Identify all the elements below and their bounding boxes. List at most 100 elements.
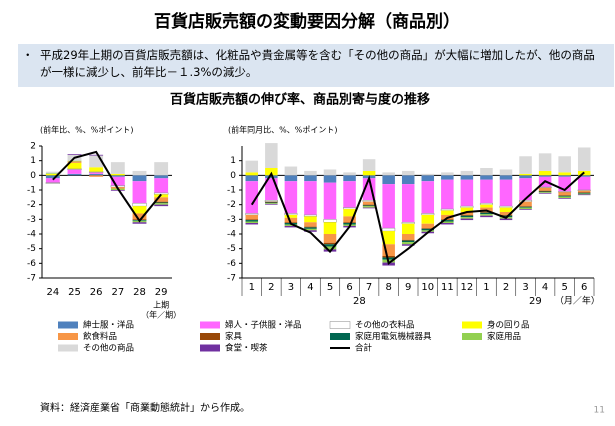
bar-segment — [304, 170, 317, 176]
x-tick-label: 6 — [581, 282, 587, 293]
legend-label: その他の衣料品 — [355, 320, 415, 331]
bar-segment — [362, 205, 376, 207]
y-tick-label: -5 — [227, 244, 236, 254]
x-tick-label: 5 — [327, 282, 333, 293]
bar-segment — [67, 169, 82, 174]
y-tick-label: -5 — [27, 244, 36, 254]
x-tick-label: 25 — [68, 287, 81, 298]
legend-label: 婦人・子供服・洋品 — [225, 320, 302, 331]
bar-segment — [460, 175, 474, 180]
bar-segment — [362, 200, 376, 202]
x-tick-label: 12 — [461, 282, 474, 293]
bar-segment — [45, 175, 60, 179]
y-tick-label: -2 — [27, 200, 36, 210]
bar-segment — [153, 192, 169, 195]
bar-segment — [245, 172, 259, 176]
x-tick-label: 5 — [561, 282, 567, 293]
year-label: 29 — [529, 296, 542, 307]
bar-segment — [421, 181, 435, 214]
bar-segment — [343, 181, 356, 208]
bar-segment — [577, 175, 591, 177]
bar-segment — [245, 213, 259, 216]
bar-segment — [499, 215, 513, 218]
x-unit: （年／期） — [141, 310, 181, 320]
bar-segment — [460, 170, 474, 176]
bar-segment — [499, 218, 513, 221]
bar-segment — [362, 201, 376, 205]
bar-segment — [519, 173, 532, 176]
y-tick-label: -3 — [227, 215, 236, 225]
y-axis-label: (前年同月比、%、%ポイント) — [228, 125, 337, 135]
bar-segment — [67, 162, 82, 169]
bar-segment — [382, 172, 395, 176]
x-tick-label: 11 — [441, 282, 454, 293]
y-axis-label: (前年比、%、%ポイント) — [40, 125, 133, 135]
bar-segment — [538, 190, 552, 192]
bar-segment — [89, 173, 104, 176]
y-tick-label: 0 — [230, 171, 236, 181]
legend-label: 家具 — [225, 331, 243, 342]
bar-segment — [401, 175, 415, 185]
bar-segment — [245, 219, 259, 221]
bar-segment — [265, 203, 278, 205]
legend-label: 身の回り品 — [487, 320, 530, 331]
year-label: 28 — [353, 296, 366, 307]
bar-segment — [519, 178, 532, 201]
legend-label: 家庭用品 — [487, 331, 521, 342]
bar-segment — [577, 192, 591, 193]
bar-segment — [284, 214, 298, 218]
bar-segment — [362, 206, 376, 208]
bar-segment — [154, 203, 169, 205]
bar-segment — [154, 202, 169, 204]
bar-segment — [460, 179, 474, 207]
bar-segment — [577, 194, 591, 196]
bar-segment — [343, 175, 356, 182]
bar-segment — [519, 209, 532, 210]
bar-segment — [499, 175, 513, 180]
bar-segment — [519, 206, 532, 207]
legend-swatch — [200, 344, 220, 352]
bar-segment — [89, 172, 104, 174]
bar-segment — [265, 168, 278, 176]
bar-segment — [45, 173, 60, 176]
x-tick-label: 28 — [133, 287, 146, 298]
x-tick-label: 2 — [503, 282, 509, 293]
x-tick-label: 26 — [90, 287, 103, 298]
bar-segment — [245, 160, 259, 173]
bar-segment — [382, 256, 395, 258]
x-tick-label: 2 — [268, 282, 274, 293]
bar-segment — [382, 227, 396, 232]
y-tick-label: -7 — [27, 274, 36, 284]
bar-segment — [67, 173, 82, 176]
bar-segment — [558, 195, 571, 196]
total-line — [52, 150, 162, 223]
bar-segment — [245, 214, 259, 220]
x-tick-label: 24 — [46, 287, 59, 298]
legend-swatch — [462, 321, 482, 329]
bar-segment — [67, 154, 82, 155]
bar-segment — [577, 192, 591, 194]
bar-segment — [401, 240, 415, 243]
bar-segment — [558, 156, 571, 173]
y-tick-label: 1 — [230, 156, 236, 166]
bar-segment — [245, 221, 259, 223]
bar-segment — [401, 184, 415, 223]
bar-segment — [577, 189, 591, 191]
x-tick-label: 1 — [249, 282, 255, 293]
bar-segment — [401, 244, 415, 246]
bar-segment — [89, 167, 104, 172]
y-tick-label: -7 — [227, 274, 236, 284]
bar-segment — [558, 175, 571, 177]
y-tick-label: -4 — [27, 230, 36, 240]
bar-segment — [284, 224, 298, 226]
bar-segment — [519, 200, 533, 202]
bar-segment — [460, 218, 474, 221]
x-tick-label: 10 — [421, 282, 434, 293]
bar-segment — [499, 212, 513, 215]
bar-segment — [45, 173, 60, 174]
bar-segment — [460, 207, 474, 212]
bar-segment — [382, 184, 395, 229]
x-tick-label: 4 — [542, 282, 548, 293]
bar-segment — [441, 221, 454, 223]
